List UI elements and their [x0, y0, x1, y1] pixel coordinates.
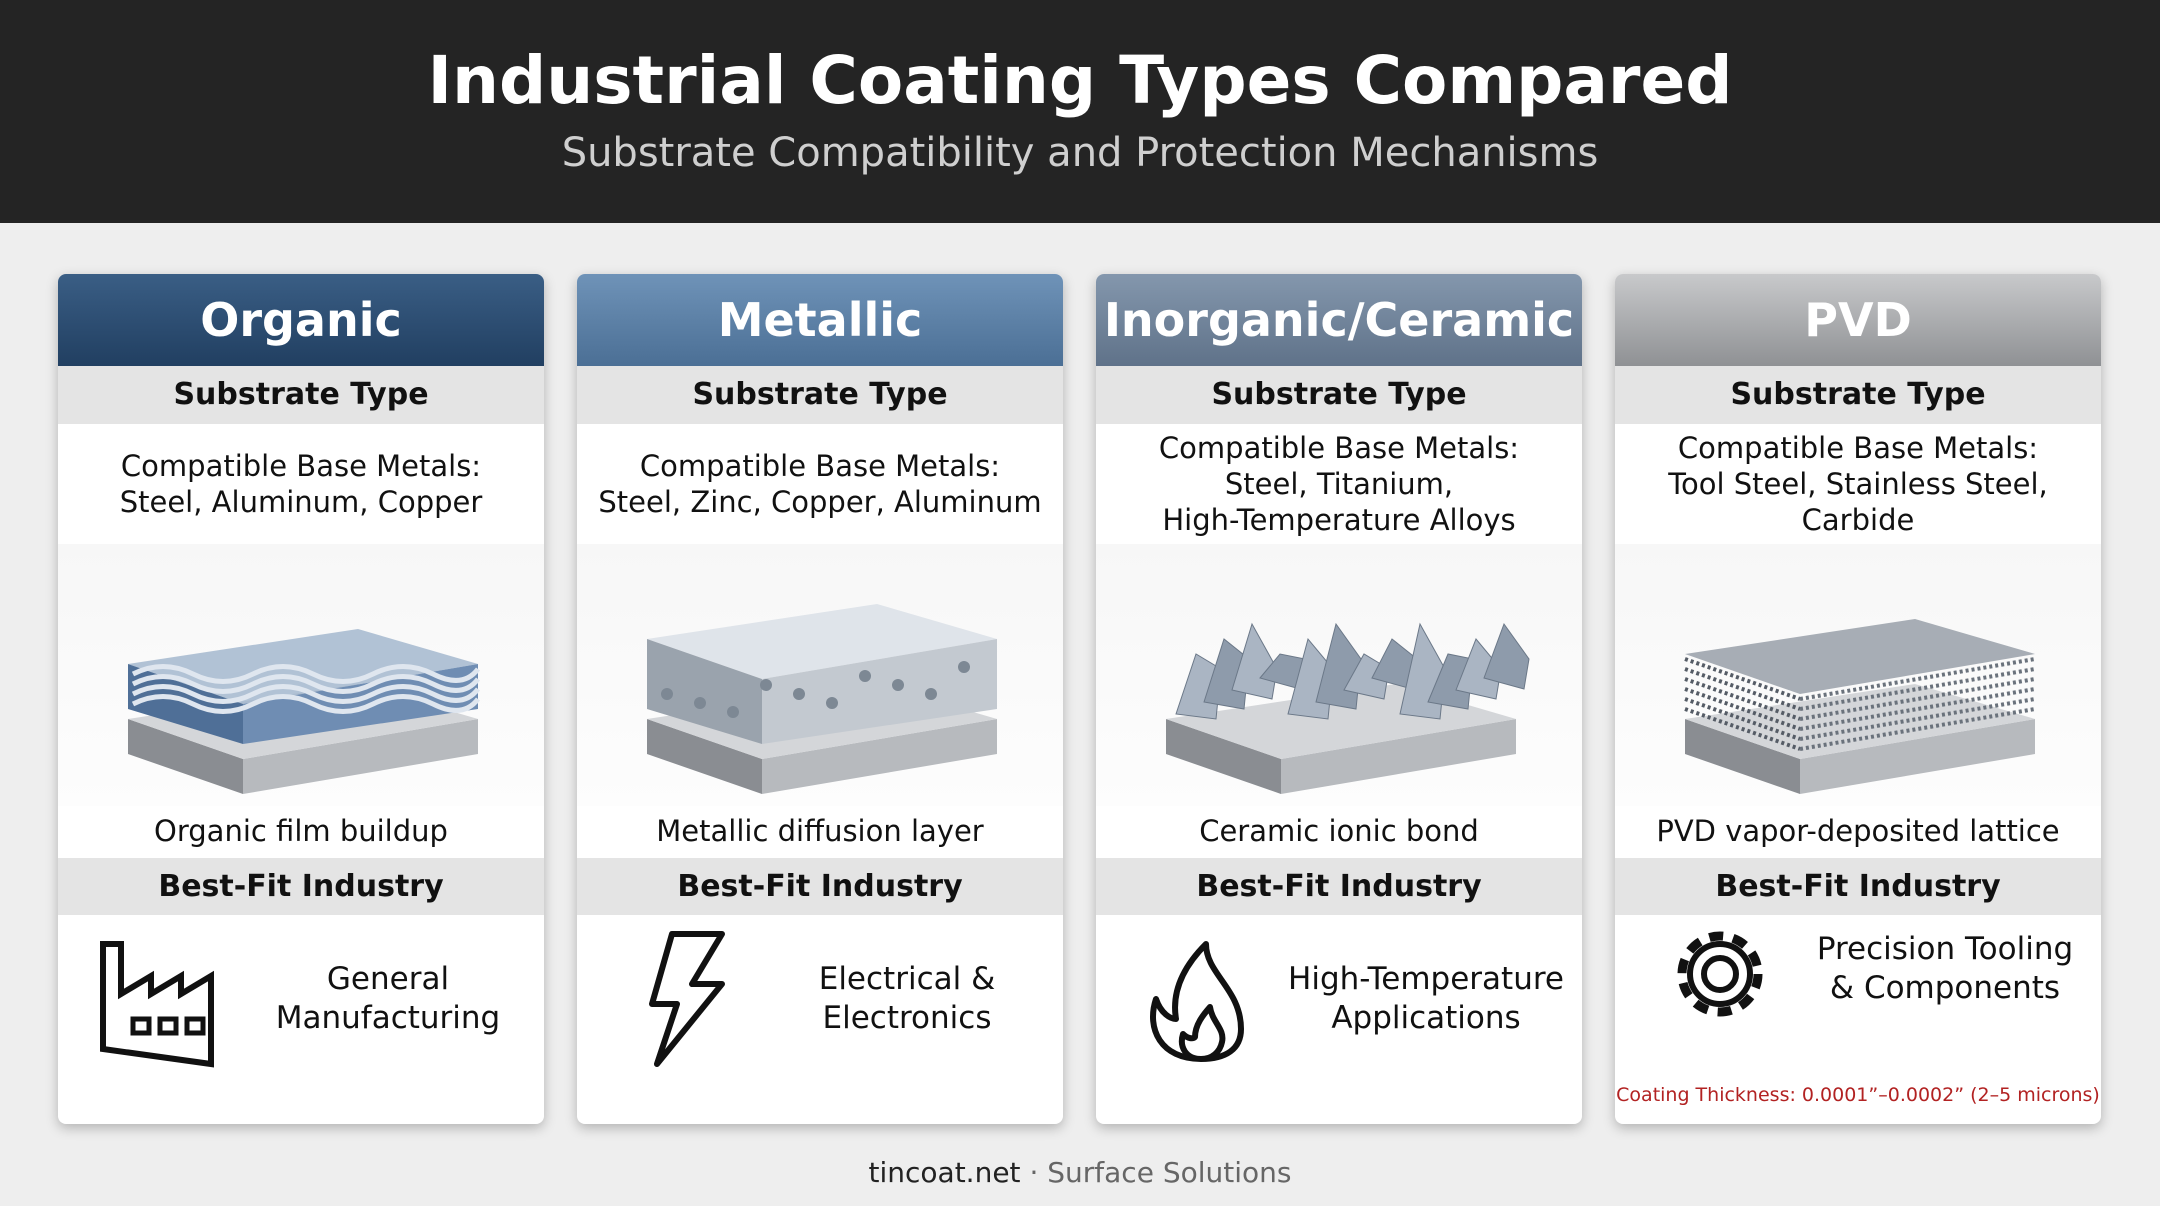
- industry-line: Applications: [1331, 1000, 1521, 1036]
- card: PVD Substrate Type Compatible Base Metals:…: [1615, 274, 2101, 1124]
- illustration: [58, 544, 544, 806]
- industry: High-Temperature Applications: [1276, 914, 1576, 1084]
- substrate-label: Substrate Type: [1615, 366, 2101, 424]
- card-title: Organic: [58, 274, 544, 366]
- substrate-label: Substrate Type: [577, 366, 1063, 424]
- metals-label: Compatible Base Metals:: [1677, 431, 2039, 465]
- industry: Precision Tooling & Components: [1795, 884, 2095, 1054]
- card-title: Inorganic/Ceramic: [1096, 274, 1582, 366]
- metals-line: Tool Steel, Stainless Steel, Carbide: [1668, 467, 2048, 537]
- footer: tincoat.net · Surface Solutions: [0, 1156, 2160, 1189]
- industry-line: & Components: [1829, 970, 2061, 1006]
- card: Metallic Substrate Type Compatible Base Me…: [577, 274, 1063, 1124]
- metals-line: Steel, Aluminum, Copper: [119, 485, 483, 519]
- illustration: [577, 544, 1063, 806]
- caption: Ceramic ionic bond: [1199, 814, 1479, 848]
- metals: Compatible Base Metals: Steel, Zinc, Copp…: [577, 424, 1063, 544]
- industry-icon: [1677, 931, 1763, 1017]
- metals-label: Compatible Base Metals:: [120, 449, 482, 483]
- note: Coating Thickness: 0.0001”–0.0002” (2–5 …: [1616, 1084, 2100, 1106]
- industry-line: Electrical &: [818, 961, 996, 997]
- caption: PVD vapor-deposited lattice: [1656, 814, 2060, 848]
- icon: [1126, 924, 1276, 1074]
- icon: [607, 924, 757, 1074]
- metals-line: High-Temperature Alloys: [1162, 503, 1516, 537]
- industry-icon: [1150, 941, 1244, 1062]
- caption: Organic film buildup: [154, 814, 448, 848]
- industry: Electrical & Electronics: [757, 914, 1057, 1084]
- industry-label: Best-Fit Industry: [1096, 858, 1582, 915]
- industry-line: Manufacturing: [275, 1000, 501, 1036]
- substrate-label: Substrate Type: [1096, 366, 1582, 424]
- industry-icon: [649, 931, 725, 1067]
- industry-label: Best-Fit Industry: [1615, 858, 2101, 915]
- metals: Compatible Base Metals: Steel, Titanium, H…: [1096, 424, 1582, 544]
- illustration: [1096, 544, 1582, 806]
- illustration-art: [128, 629, 480, 794]
- metals: Compatible Base Metals: Tool Steel, Stain…: [1615, 424, 2101, 544]
- illustration: [1615, 544, 2101, 806]
- tagline: Surface Solutions: [1047, 1156, 1292, 1189]
- card: Inorganic/Ceramic Substrate Type Compatibl…: [1096, 274, 1582, 1124]
- industry-line: High-Temperature: [1288, 961, 1564, 997]
- industry-line: General: [326, 961, 450, 997]
- industry-line: Precision Tooling: [1816, 931, 2074, 967]
- metals-label: Compatible Base Metals:: [1158, 431, 1520, 465]
- metals-line: Steel, Titanium,: [1224, 467, 1454, 501]
- industry: General Manufacturing: [238, 914, 538, 1084]
- card: Organic Substrate Type Compatible Base Met…: [58, 274, 544, 1124]
- industry-label: Best-Fit Industry: [577, 858, 1063, 915]
- subtitle: Substrate Compatibility and Protection M…: [561, 130, 1599, 176]
- substrate-label: Substrate Type: [58, 366, 544, 424]
- card-title: PVD: [1615, 274, 2101, 366]
- metals: Compatible Base Metals: Steel, Aluminum, …: [58, 424, 544, 544]
- icon: [1645, 904, 1795, 1054]
- industry-line: Electronics: [822, 1000, 992, 1036]
- illustration-art: [647, 604, 997, 794]
- card-title: Metallic: [577, 274, 1063, 366]
- separator: ·: [1029, 1156, 1039, 1189]
- industry-label: Best-Fit Industry: [58, 858, 544, 915]
- icon: [88, 924, 238, 1074]
- illustration-art: [1166, 622, 1530, 794]
- industry-icon: [100, 941, 214, 1068]
- site: tincoat.net: [868, 1156, 1021, 1189]
- caption: Metallic diffusion layer: [656, 814, 984, 848]
- metals-label: Compatible Base Metals:: [639, 449, 1001, 483]
- illustration-art: [1684, 619, 2036, 794]
- title: Industrial Coating Types Compared: [427, 42, 1733, 119]
- metals-line: Steel, Zinc, Copper, Aluminum: [598, 485, 1042, 519]
- header: Industrial Coating Types Compared Substr…: [0, 0, 2160, 223]
